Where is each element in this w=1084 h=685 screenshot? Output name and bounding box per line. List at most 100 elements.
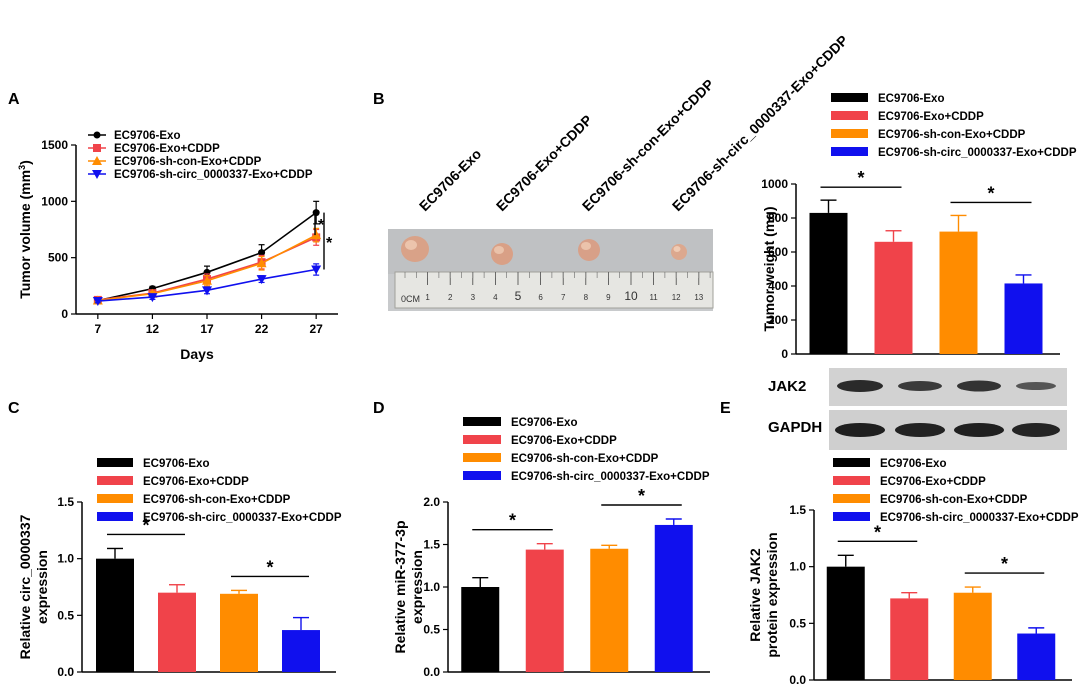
legend-swatch — [831, 111, 868, 120]
panel-label-d: D — [373, 400, 385, 417]
legend-label: EC9706-sh-circ_0000337-Exo+CDDP — [880, 512, 1079, 524]
legend-swatch — [833, 476, 870, 485]
y-tick-label: 0 — [61, 307, 68, 321]
bar-1 — [826, 566, 865, 680]
x-axis-label: Days — [180, 346, 214, 362]
legend-label: EC9706-sh-circ_0000337-Exo+CDDP — [511, 471, 710, 483]
legend-label: EC9706-sh-circ_0000337-Exo+CDDP — [114, 169, 313, 181]
y-tick-label: 1.5 — [57, 495, 74, 509]
chart-d-bar: 0.0 0.5 1.0 1.5 2.0 Relative miR-377-3p expres… — [392, 417, 710, 679]
y-axis-label: Relative miR-377-3p — [392, 520, 408, 653]
legend-label: EC9706-sh-con-Exo+CDDP — [511, 453, 659, 465]
y-axis-label: Tumor volume (mm3) — [17, 160, 33, 299]
legend-label: EC9706-sh-circ_0000337-Exo+CDDP — [143, 512, 342, 524]
bar-3 — [590, 548, 629, 672]
sig-star: * — [874, 522, 881, 542]
legend-label: EC9706-sh-con-Exo+CDDP — [114, 156, 262, 168]
ruler — [394, 271, 714, 309]
bar-3 — [953, 592, 992, 680]
blot-band-jak2-3 — [957, 380, 1001, 392]
ruler-number-6: 6 — [538, 293, 543, 302]
photo-label-1: EC9706-Exo — [416, 146, 485, 215]
legend-label: EC9706-Exo — [880, 458, 946, 470]
chart-c-bar: 0.0 0.5 1.0 1.5 Relative circ_0000337 express… — [17, 458, 342, 679]
legend-swatch — [831, 147, 868, 156]
legend-label: EC9706-sh-circ_0000337-Exo+CDDP — [878, 147, 1077, 159]
y-tick-label: 1.0 — [789, 560, 806, 574]
y-tick-label: 1.5 — [423, 538, 440, 552]
chart-e-bar: 0.0 0.5 1.0 1.5 Relative JAK2 protein express… — [747, 458, 1079, 685]
blot-band-jak2-4 — [1016, 382, 1056, 390]
bar-2 — [874, 241, 913, 354]
ruler-number-4: 4 — [493, 293, 498, 302]
legend-swatch — [831, 129, 868, 138]
data-point — [312, 209, 320, 217]
bar-2 — [525, 549, 564, 672]
legend-swatch — [831, 93, 868, 102]
x-tick-label: 17 — [200, 322, 214, 336]
blot-band-jak2-2 — [898, 381, 942, 391]
bar-4 — [1017, 633, 1056, 680]
ruler-ticks: 1 2 3 4 5 6 7 8 9 10 11 12 13 — [404, 272, 711, 303]
y-tick-label: 600 — [768, 245, 788, 259]
y-tick-label: 0.0 — [789, 673, 806, 685]
legend-label: EC9706-sh-con-Exo+CDDP — [880, 494, 1028, 506]
y-axis-label-line2: expression — [409, 550, 425, 624]
blot-label-gapdh: GAPDH — [768, 419, 822, 436]
legend-swatch — [463, 417, 501, 426]
legend-label: EC9706-Exo+CDDP — [114, 143, 220, 155]
y-tick-label: 0 — [781, 347, 788, 361]
bar-4 — [1004, 283, 1043, 354]
tumor-1-highlight — [405, 240, 417, 250]
sig-star: * — [857, 168, 864, 188]
ruler-number-9: 9 — [606, 293, 611, 302]
ruler-number-11: 11 — [649, 293, 658, 302]
x-tick-label: 27 — [309, 322, 323, 336]
y-tick-label: 0.5 — [57, 608, 74, 622]
blot-band-gapdh-4 — [1012, 423, 1060, 437]
y-tick-label: 0.0 — [57, 665, 74, 679]
legend-label: EC9706-Exo+CDDP — [880, 476, 986, 488]
legend-label: EC9706-Exo+CDDP — [878, 111, 984, 123]
sig-star: * — [509, 511, 516, 531]
legend-swatch — [97, 494, 133, 503]
y-axis-label-line2: expression — [34, 550, 50, 624]
y-tick-label: 1.0 — [423, 580, 440, 594]
bar-3 — [939, 231, 978, 354]
legend-label: EC9706-sh-con-Exo+CDDP — [143, 494, 291, 506]
y-tick-label: 200 — [768, 313, 788, 327]
blot-band-gapdh-1 — [835, 423, 885, 437]
western-blot: JAK2 GAPDH — [768, 368, 1067, 450]
legend-swatch — [833, 458, 870, 467]
ruler-number-13: 13 — [694, 293, 703, 302]
bar-3 — [220, 593, 258, 672]
y-axis-label: Tumor weight (mg) — [761, 207, 777, 332]
x-tick-label: 12 — [146, 322, 160, 336]
legend-swatch — [463, 453, 501, 462]
y-tick-label: 1.0 — [57, 552, 74, 566]
sig-star: * — [318, 217, 325, 234]
y-tick-label: 0.0 — [423, 665, 440, 679]
blot-band-gapdh-2 — [895, 423, 945, 437]
legend-swatch — [463, 471, 501, 480]
legend-marker — [92, 156, 102, 165]
ruler-number-2: 2 — [448, 293, 453, 302]
ruler-number-8: 8 — [584, 293, 589, 302]
bar-4 — [654, 524, 693, 672]
chart-a-line: 0 500 1000 1500 7 12 17 22 27 Days Tumor volume (m… — [17, 130, 338, 362]
data-point — [256, 258, 267, 268]
ruler-number-7: 7 — [561, 293, 566, 302]
data-point — [258, 249, 266, 257]
y-tick-label: 0.5 — [423, 623, 440, 637]
legend-swatch — [97, 512, 133, 521]
data-point — [311, 265, 322, 275]
blot-band-gapdh-3 — [954, 423, 1004, 437]
legend-swatch — [833, 494, 870, 503]
x-tick-label: 7 — [94, 322, 101, 336]
legend-label: EC9706-Exo — [878, 93, 944, 105]
sig-star: * — [266, 557, 273, 577]
data-point — [311, 230, 322, 240]
legend-label: EC9706-Exo — [114, 130, 180, 142]
ruler-unit: 0CM — [401, 294, 420, 304]
y-axis-label-line2: protein expression — [764, 532, 780, 657]
